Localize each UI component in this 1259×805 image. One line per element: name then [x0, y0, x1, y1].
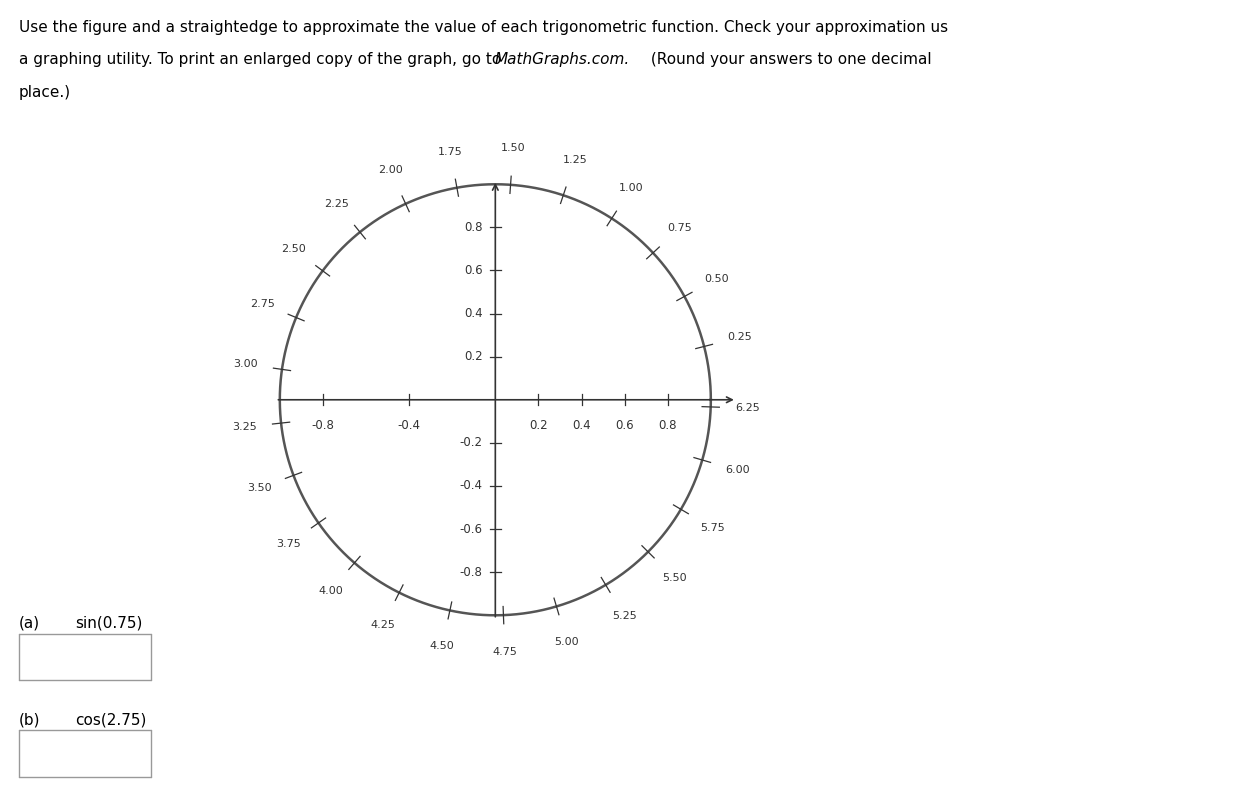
Text: 1.75: 1.75	[438, 147, 463, 157]
Text: 0.25: 0.25	[728, 332, 752, 342]
Text: 1.50: 1.50	[501, 143, 525, 153]
Text: 3.25: 3.25	[232, 422, 257, 432]
Text: (Round your answers to one decimal: (Round your answers to one decimal	[646, 52, 932, 68]
Text: cos(2.75): cos(2.75)	[76, 712, 147, 728]
Text: 4.25: 4.25	[370, 621, 395, 630]
Text: 0.4: 0.4	[463, 307, 482, 320]
Text: -0.8: -0.8	[460, 566, 482, 579]
Text: 6.00: 6.00	[725, 465, 750, 475]
Text: 3.00: 3.00	[233, 359, 258, 369]
Text: 4.50: 4.50	[429, 642, 454, 651]
Text: 2.00: 2.00	[378, 166, 403, 175]
Text: 2.50: 2.50	[281, 244, 306, 254]
Text: 4.00: 4.00	[319, 585, 342, 596]
Text: 5.50: 5.50	[662, 572, 686, 583]
Text: 5.75: 5.75	[700, 523, 725, 533]
Text: 0.8: 0.8	[658, 419, 677, 432]
Text: 2.75: 2.75	[249, 299, 274, 308]
Text: 0.2: 0.2	[529, 419, 548, 432]
Text: 1.25: 1.25	[563, 155, 587, 166]
Text: 5.25: 5.25	[612, 611, 637, 621]
Text: 0.8: 0.8	[463, 221, 482, 234]
Text: 0.50: 0.50	[704, 274, 729, 284]
Text: (b): (b)	[19, 712, 40, 728]
Text: 3.50: 3.50	[247, 483, 272, 493]
Text: -0.6: -0.6	[460, 522, 482, 535]
Text: Use the figure and a straightedge to approximate the value of each trigonometric: Use the figure and a straightedge to app…	[19, 20, 948, 35]
Text: 3.75: 3.75	[276, 539, 301, 549]
Text: a graphing utility. To print an enlarged copy of the graph, go to: a graphing utility. To print an enlarged…	[19, 52, 506, 68]
Text: -0.2: -0.2	[460, 436, 482, 449]
Text: 0.6: 0.6	[463, 264, 482, 277]
Text: -0.4: -0.4	[398, 419, 421, 432]
Text: 0.2: 0.2	[463, 350, 482, 363]
Text: -0.4: -0.4	[460, 480, 482, 493]
Text: 0.6: 0.6	[616, 419, 635, 432]
Text: (a): (a)	[19, 616, 40, 631]
Text: place.): place.)	[19, 85, 71, 100]
Text: 0.75: 0.75	[667, 223, 692, 233]
Text: -0.8: -0.8	[311, 419, 335, 432]
Text: 1.00: 1.00	[619, 183, 643, 192]
Text: 6.25: 6.25	[735, 403, 759, 413]
Text: sin(0.75): sin(0.75)	[76, 616, 144, 631]
Text: 2.25: 2.25	[325, 199, 349, 208]
Text: 0.4: 0.4	[572, 419, 590, 432]
Text: MathGraphs.com.: MathGraphs.com.	[495, 52, 630, 68]
Text: 5.00: 5.00	[554, 637, 579, 646]
Text: 4.75: 4.75	[492, 646, 517, 657]
